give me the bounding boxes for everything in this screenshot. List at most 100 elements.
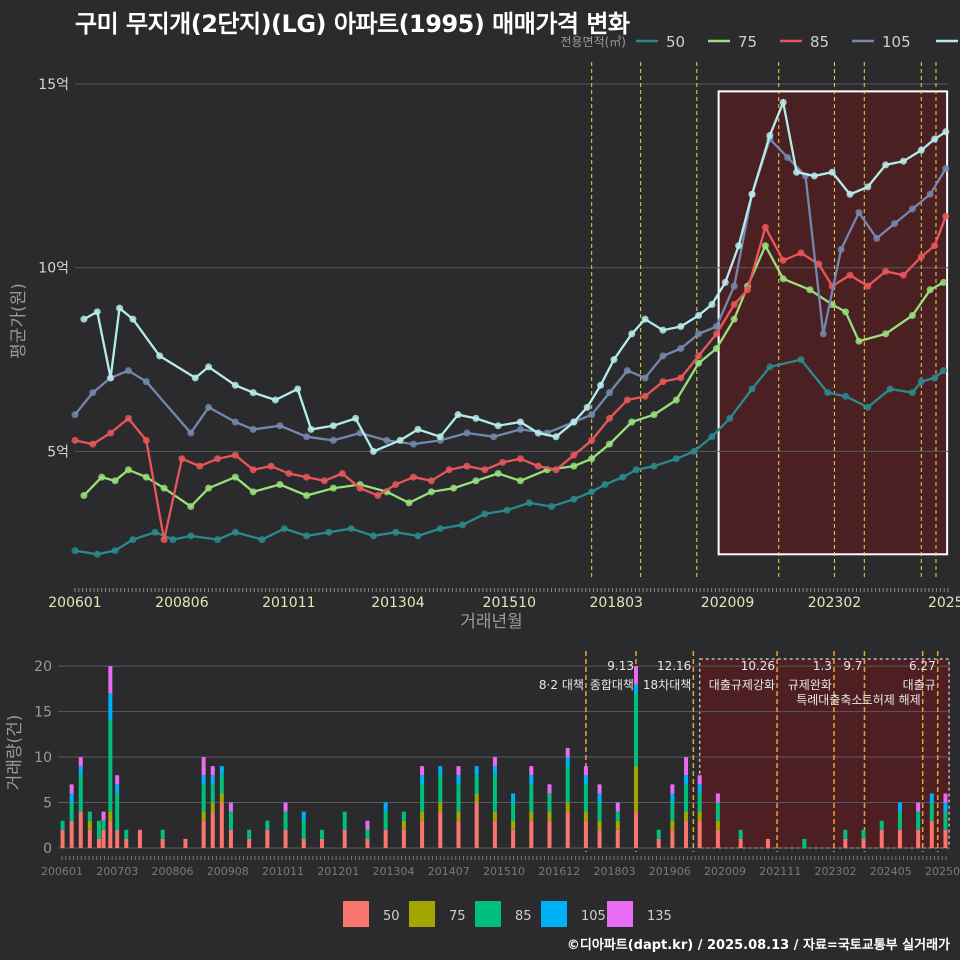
series-point-135 xyxy=(307,425,315,433)
volume-bar-85 xyxy=(108,720,113,812)
series-point-75 xyxy=(588,455,596,463)
series-point-135 xyxy=(93,308,101,316)
legend-label-85: 85 xyxy=(810,33,829,51)
volume-bar-85 xyxy=(583,784,588,812)
volume-bar-75 xyxy=(87,820,92,830)
volume-bar-85 xyxy=(474,775,479,794)
volume-bar-85 xyxy=(738,829,743,839)
volume-bar-50 xyxy=(108,820,113,848)
volume-bar-85 xyxy=(597,802,602,821)
series-point-135 xyxy=(494,422,502,430)
volume-bar-50 xyxy=(861,838,866,848)
volume-y-tick: 5 xyxy=(43,796,52,812)
volume-bar-50 xyxy=(283,829,288,848)
volume-x-tick: 202508 xyxy=(925,865,960,878)
policy-label: 18차대책 xyxy=(643,677,691,692)
series-point-50 xyxy=(726,414,734,422)
series-point-50 xyxy=(931,374,939,382)
series-point-85 xyxy=(89,440,97,448)
volume-bar-50 xyxy=(301,838,306,848)
volume-bar-85 xyxy=(843,829,848,839)
volume-x-tick: 201510 xyxy=(483,865,525,878)
series-point-75 xyxy=(111,477,119,485)
volume-bar-105 xyxy=(529,775,534,785)
price-x-tick: 202009 xyxy=(701,595,754,611)
volume-bar-50 xyxy=(228,829,233,848)
series-point-75 xyxy=(98,473,106,481)
volume-bar-135 xyxy=(684,757,689,776)
volume-bar-50 xyxy=(101,829,106,848)
volume-bar-135 xyxy=(916,802,921,812)
price-x-tick: 200601 xyxy=(48,595,101,611)
volume-y-tick: 15 xyxy=(34,705,52,721)
series-point-50 xyxy=(214,536,222,544)
volume-bar-50 xyxy=(60,829,65,848)
series-point-135 xyxy=(779,98,787,106)
volume-bar-75 xyxy=(715,820,720,830)
volume-bar-50 xyxy=(160,838,165,848)
series-point-135 xyxy=(899,157,907,165)
series-point-85 xyxy=(410,473,418,481)
volume-bar-105 xyxy=(565,757,570,767)
volume-bar-105 xyxy=(383,802,388,812)
series-point-135 xyxy=(570,418,578,426)
volume-bar-135 xyxy=(69,784,74,794)
series-point-75 xyxy=(187,503,195,511)
volume-legend-swatch-105 xyxy=(541,901,567,927)
series-point-85 xyxy=(374,492,382,500)
volume-bar-105 xyxy=(943,802,948,812)
volume-bar-50 xyxy=(529,820,534,848)
series-point-85 xyxy=(712,330,720,338)
series-point-105 xyxy=(71,411,79,419)
price-x-tick: 201304 xyxy=(371,595,425,611)
volume-bar-105 xyxy=(210,775,215,785)
volume-x-tick: 202302 xyxy=(815,865,857,878)
volume-bar-85 xyxy=(879,820,884,830)
series-point-85 xyxy=(356,484,364,492)
series-point-75 xyxy=(516,477,524,485)
series-point-105 xyxy=(124,367,132,375)
volume-bar-105 xyxy=(420,775,425,785)
volume-bar-135 xyxy=(283,802,288,812)
series-point-135 xyxy=(583,403,591,411)
series-point-50 xyxy=(258,536,266,544)
series-point-75 xyxy=(712,345,720,353)
volume-bar-50 xyxy=(115,829,120,848)
series-point-75 xyxy=(940,278,948,286)
series-point-50 xyxy=(369,532,377,540)
volume-bar-50 xyxy=(78,811,83,848)
volume-bar-85 xyxy=(802,838,807,848)
series-point-135 xyxy=(231,381,239,389)
volume-bar-135 xyxy=(670,784,675,794)
volume-bar-50 xyxy=(210,811,215,848)
price-y-tick: 10억 xyxy=(38,261,69,277)
volume-x-tick: 201906 xyxy=(649,865,691,878)
volume-bar-135 xyxy=(108,666,113,694)
series-point-50 xyxy=(71,547,79,555)
series-point-50 xyxy=(111,547,119,555)
volume-y-tick: 20 xyxy=(34,659,52,675)
series-point-85 xyxy=(107,429,115,437)
series-point-50 xyxy=(708,433,716,441)
volume-bar-135 xyxy=(565,747,570,758)
volume-bar-85 xyxy=(656,829,661,839)
volume-bar-105 xyxy=(511,793,516,803)
volume-x-tick: 200908 xyxy=(207,865,249,878)
volume-x-tick: 202111 xyxy=(759,865,801,878)
volume-bar-50 xyxy=(438,811,443,848)
chart-title: 구미 무지개(2단지)(LG) 아파트(1995) 매매가격 변화 xyxy=(75,10,630,38)
series-point-50 xyxy=(151,528,159,536)
price-x-tick: 202302 xyxy=(808,595,861,611)
series-point-85 xyxy=(124,414,132,422)
series-point-85 xyxy=(445,466,453,474)
volume-bar-85 xyxy=(228,811,233,830)
series-point-105 xyxy=(463,429,471,437)
volume-bar-75 xyxy=(438,802,443,812)
series-point-135 xyxy=(552,433,560,441)
series-point-50 xyxy=(503,506,511,514)
series-point-105 xyxy=(873,234,881,242)
volume-bar-135 xyxy=(715,793,720,803)
series-point-135 xyxy=(80,315,88,323)
volume-bar-85 xyxy=(342,811,347,830)
volume-bar-85 xyxy=(219,775,224,794)
